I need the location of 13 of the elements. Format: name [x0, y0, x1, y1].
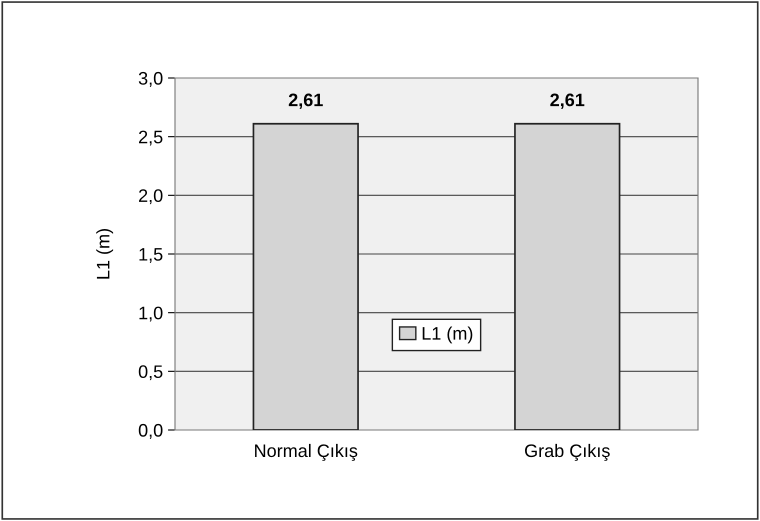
y-tick-label: 2,5 [139, 130, 162, 146]
y-axis-title: L1 (m) [96, 229, 114, 279]
x-tick-label: Normal Çıkış [255, 444, 358, 461]
x-tick-label: Grab Çıkış [525, 444, 610, 461]
y-tick-label: 0,0 [138, 424, 162, 439]
y-tick-label: 0,5 [138, 365, 162, 380]
y-tick-label: 1,0 [139, 306, 162, 322]
y-tick-label: 1,5 [139, 248, 162, 263]
data-label: 2,61 [550, 94, 584, 109]
y-tick-label: 2,0 [139, 189, 162, 204]
legend-label: L1 (m) [422, 326, 472, 344]
y-tick-label: 3,0 [138, 72, 162, 87]
data-label: 2,61 [288, 94, 323, 109]
